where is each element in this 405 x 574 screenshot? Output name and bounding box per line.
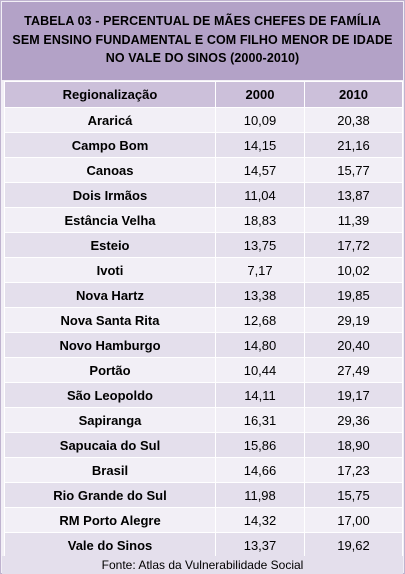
value-cell: 29,19 bbox=[304, 307, 403, 333]
region-cell: Canoas bbox=[4, 157, 216, 183]
region-cell: Sapucaia do Sul bbox=[4, 432, 216, 458]
region-cell: Dois Irmãos bbox=[4, 182, 216, 208]
value-cell: 20,38 bbox=[304, 107, 403, 133]
value-cell: 15,75 bbox=[304, 482, 403, 508]
table-row: RM Porto Alegre 14,32 17,00 bbox=[4, 507, 403, 533]
table-row: Esteio 13,75 17,72 bbox=[4, 232, 403, 258]
region-cell: Esteio bbox=[4, 232, 216, 258]
value-cell: 14,15 bbox=[215, 132, 305, 158]
region-cell: Sapiranga bbox=[4, 407, 216, 433]
value-cell: 12,68 bbox=[215, 307, 305, 333]
value-cell: 13,38 bbox=[215, 282, 305, 308]
header-cell: 2010 bbox=[304, 81, 403, 108]
value-cell: 27,49 bbox=[304, 357, 403, 383]
value-cell: 19,17 bbox=[304, 382, 403, 408]
table-row: Ivoti 7,17 10,02 bbox=[4, 257, 403, 283]
value-cell: 10,09 bbox=[215, 107, 305, 133]
table-row: Vale do Sinos 13,37 19,62 bbox=[4, 532, 403, 558]
region-cell: Nova Santa Rita bbox=[4, 307, 216, 333]
table-row: Estância Velha 18,83 11,39 bbox=[4, 207, 403, 233]
region-cell: Vale do Sinos bbox=[4, 532, 216, 558]
table-row: Novo Hamburgo 14,80 20,40 bbox=[4, 332, 403, 358]
table-title: TABELA 03 - PERCENTUAL DE MÃES CHEFES DE… bbox=[2, 2, 403, 80]
value-cell: 14,11 bbox=[215, 382, 305, 408]
value-cell: 19,62 bbox=[304, 532, 403, 558]
table-row: Rio Grande do Sul 11,98 15,75 bbox=[4, 482, 403, 508]
value-cell: 14,80 bbox=[215, 332, 305, 358]
region-cell: Novo Hamburgo bbox=[4, 332, 216, 358]
value-cell: 14,32 bbox=[215, 507, 305, 533]
table-row: São Leopoldo 14,11 19,17 bbox=[4, 382, 403, 408]
value-cell: 15,86 bbox=[215, 432, 305, 458]
value-cell: 18,90 bbox=[304, 432, 403, 458]
value-cell: 11,98 bbox=[215, 482, 305, 508]
value-cell: 10,02 bbox=[304, 257, 403, 283]
region-cell: Portão bbox=[4, 357, 216, 383]
value-cell: 17,72 bbox=[304, 232, 403, 258]
table-row: Brasil 14,66 17,23 bbox=[4, 457, 403, 483]
value-cell: 15,77 bbox=[304, 157, 403, 183]
region-cell: RM Porto Alegre bbox=[4, 507, 216, 533]
table-row: Dois Irmãos 11,04 13,87 bbox=[4, 182, 403, 208]
table-row: Sapucaia do Sul 15,86 18,90 bbox=[4, 432, 403, 458]
data-table: Regionalização 2000 2010 Araricá 10,09 20,38… bbox=[4, 81, 403, 558]
value-cell: 13,87 bbox=[304, 182, 403, 208]
table-row: Araricá 10,09 20,38 bbox=[4, 107, 403, 133]
value-cell: 10,44 bbox=[215, 357, 305, 383]
source-note: Fonte: Atlas da Vulnerabilidade Social bbox=[2, 556, 403, 574]
value-cell: 20,40 bbox=[304, 332, 403, 358]
region-cell: Nova Hartz bbox=[4, 282, 216, 308]
value-cell: 13,37 bbox=[215, 532, 305, 558]
value-cell: 17,23 bbox=[304, 457, 403, 483]
value-cell: 11,04 bbox=[215, 182, 305, 208]
table-row: Campo Bom 14,15 21,16 bbox=[4, 132, 403, 158]
table-row: Canoas 14,57 15,77 bbox=[4, 157, 403, 183]
region-cell: Ivoti bbox=[4, 257, 216, 283]
region-cell: Brasil bbox=[4, 457, 216, 483]
table-row: Sapiranga 16,31 29,36 bbox=[4, 407, 403, 433]
region-cell: São Leopoldo bbox=[4, 382, 216, 408]
region-cell: Rio Grande do Sul bbox=[4, 482, 216, 508]
value-cell: 14,66 bbox=[215, 457, 305, 483]
value-cell: 29,36 bbox=[304, 407, 403, 433]
header-cell: 2000 bbox=[215, 81, 305, 108]
value-cell: 7,17 bbox=[215, 257, 305, 283]
value-cell: 18,83 bbox=[215, 207, 305, 233]
table-row: Nova Santa Rita 12,68 29,19 bbox=[4, 307, 403, 333]
header-cell: Regionalização bbox=[4, 81, 216, 108]
value-cell: 14,57 bbox=[215, 157, 305, 183]
table-row: Nova Hartz 13,38 19,85 bbox=[4, 282, 403, 308]
value-cell: 19,85 bbox=[304, 282, 403, 308]
table-body: Araricá 10,09 20,38 Campo Bom 14,15 21,16 Cano… bbox=[4, 107, 403, 558]
value-cell: 17,00 bbox=[304, 507, 403, 533]
value-cell: 16,31 bbox=[215, 407, 305, 433]
region-cell: Estância Velha bbox=[4, 207, 216, 233]
header-row: Regionalização 2000 2010 bbox=[4, 81, 403, 108]
table-row: Portão 10,44 27,49 bbox=[4, 357, 403, 383]
value-cell: 13,75 bbox=[215, 232, 305, 258]
value-cell: 21,16 bbox=[304, 132, 403, 158]
region-cell: Araricá bbox=[4, 107, 216, 133]
region-cell: Campo Bom bbox=[4, 132, 216, 158]
value-cell: 11,39 bbox=[304, 207, 403, 233]
